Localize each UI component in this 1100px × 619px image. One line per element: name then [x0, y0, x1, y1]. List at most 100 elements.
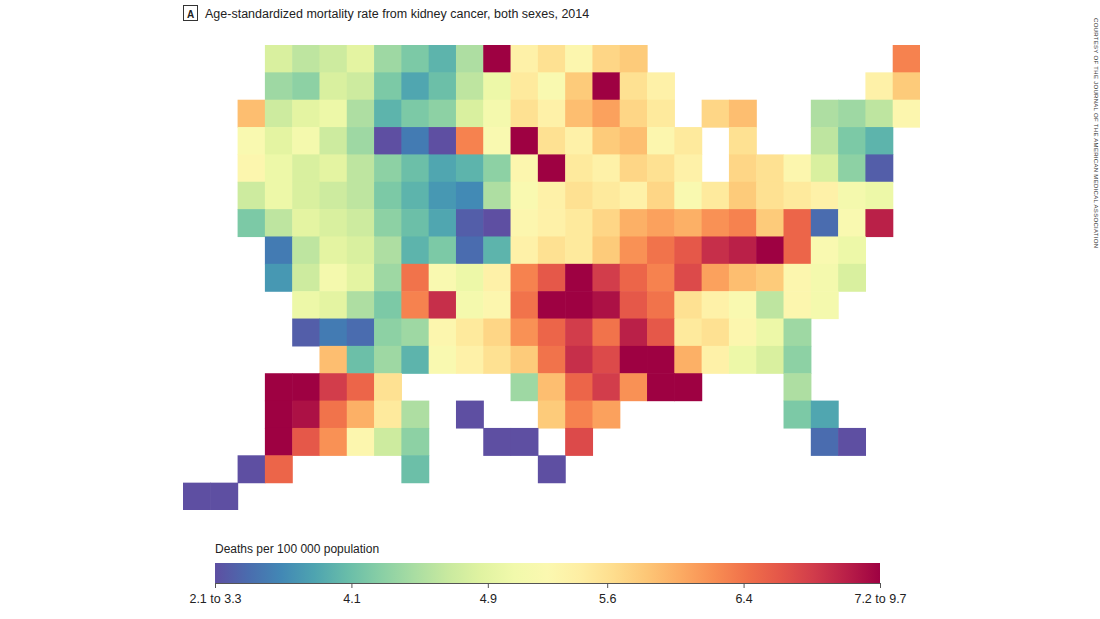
colorbar-tick-mark [607, 583, 608, 588]
map-cell [538, 182, 566, 210]
map-cell [538, 401, 566, 429]
map-cell [401, 455, 429, 483]
map-cell [210, 483, 238, 510]
map-cell [483, 72, 511, 100]
map-cell [620, 291, 648, 319]
map-cell [319, 100, 347, 128]
map-cell [620, 264, 648, 292]
map-cell [538, 154, 566, 182]
map-cell [647, 373, 675, 401]
map-cell [620, 209, 648, 237]
map-cell [429, 45, 457, 73]
map-cell [319, 127, 347, 155]
map-cell [265, 373, 293, 401]
map-cell [319, 264, 347, 292]
map-cell [429, 182, 457, 210]
map-cell [374, 401, 402, 429]
map-cell [429, 100, 457, 128]
map-cell [483, 319, 511, 347]
map-cell [565, 346, 593, 374]
map-cell [784, 346, 812, 374]
map-cell [511, 373, 539, 401]
map-cell [292, 154, 320, 182]
map-cell [702, 346, 730, 374]
map-cell [784, 264, 812, 292]
map-cell [865, 154, 893, 182]
map-cell [592, 264, 620, 292]
map-cell [729, 127, 757, 155]
map-cell [401, 182, 429, 210]
map-cell [647, 100, 675, 128]
map-cell [265, 72, 293, 100]
map-cell [838, 209, 866, 237]
map-cell [565, 45, 593, 73]
map-cell [456, 45, 484, 73]
map-cell [347, 154, 375, 182]
colorbar-tick-mark [488, 583, 489, 588]
map-cell [511, 127, 539, 155]
map-cell [292, 45, 320, 73]
map-cell [429, 346, 457, 374]
colorbar-tick-mark [215, 583, 216, 588]
map-cell [865, 182, 893, 210]
map-cell [429, 291, 457, 319]
map-cell [456, 72, 484, 100]
map-cell [838, 182, 866, 210]
map-cell [647, 291, 675, 319]
map-cell [347, 428, 375, 456]
map-cell [374, 209, 402, 237]
map-cell [511, 72, 539, 100]
map-cell [347, 100, 375, 128]
map-cell [319, 236, 347, 264]
map-cell [674, 182, 702, 210]
map-cell [592, 182, 620, 210]
header: AAge-standardized mortality rate from ki… [184, 6, 590, 21]
map-cell [292, 264, 320, 292]
map-cell [511, 428, 539, 456]
map-cell [292, 236, 320, 264]
colorbar-tick-label: 6.4 [735, 592, 752, 606]
colorbar-tick: 6.4 [735, 583, 752, 606]
map-cell [592, 45, 620, 73]
map-cell [729, 100, 757, 128]
map-cell [511, 100, 539, 128]
map-cell [811, 154, 839, 182]
map-cell [483, 346, 511, 374]
map-cell [374, 45, 402, 73]
map-cell [511, 182, 539, 210]
map-cell [456, 209, 484, 237]
map-cell [811, 209, 839, 237]
map-cell [811, 401, 839, 429]
map-cell [374, 428, 402, 456]
map-cell [319, 428, 347, 456]
map-cell [538, 319, 566, 347]
map-cell [401, 236, 429, 264]
map-cell [538, 100, 566, 128]
map-cell [292, 428, 320, 456]
map-cell [238, 209, 266, 237]
map-cell [347, 346, 375, 374]
map-cell [456, 346, 484, 374]
map-cell [702, 236, 730, 264]
map-cell [401, 291, 429, 319]
map-cell [292, 319, 320, 347]
map-cell [756, 346, 784, 374]
map-cell [265, 209, 293, 237]
map-cell [565, 182, 593, 210]
map-cell [483, 236, 511, 264]
map-cell [565, 291, 593, 319]
map-cell [647, 319, 675, 347]
map-cell [347, 401, 375, 429]
map-cell [374, 373, 402, 401]
map-cell [756, 154, 784, 182]
map-cell [265, 401, 293, 429]
map-cell [238, 100, 266, 128]
map-cell [756, 209, 784, 237]
map-cell [620, 346, 648, 374]
map-cell [374, 291, 402, 319]
map-cell [538, 209, 566, 237]
background [0, 0, 1100, 619]
map-cell [865, 209, 893, 237]
map-cell [319, 319, 347, 347]
map-cell [756, 319, 784, 347]
